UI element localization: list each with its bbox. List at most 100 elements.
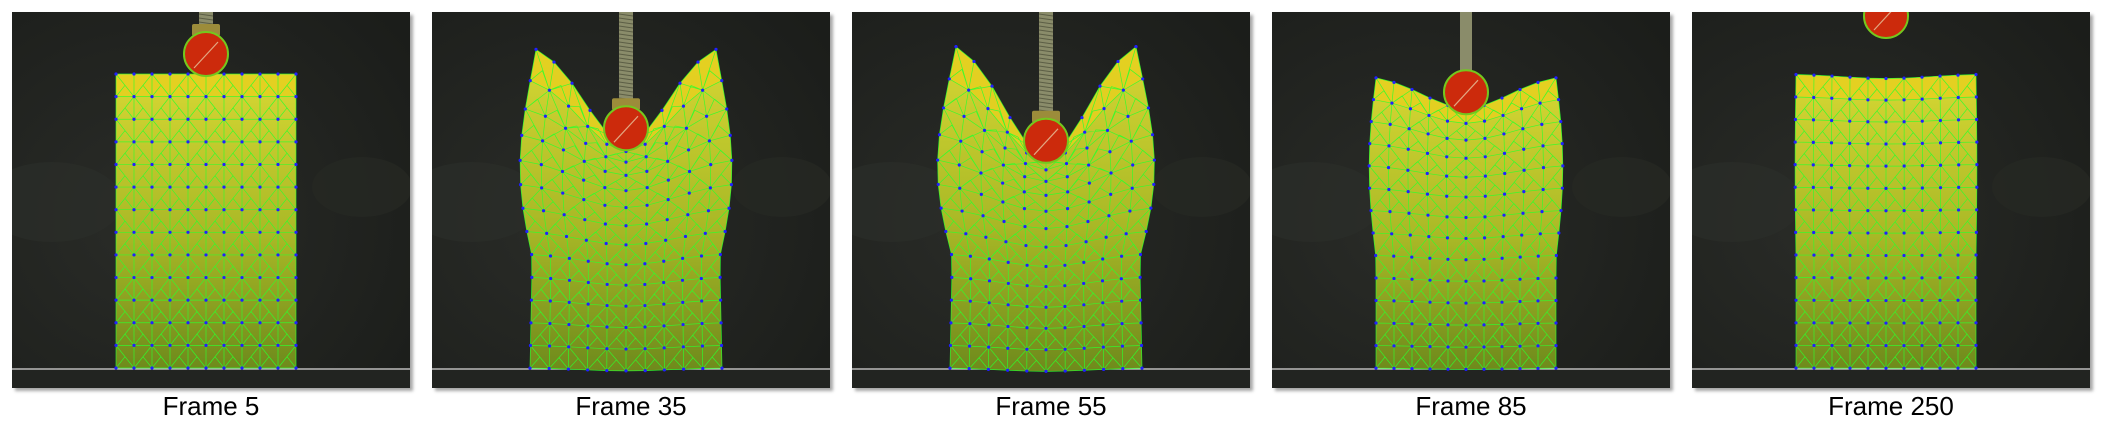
tracking-node [980, 150, 984, 154]
tracking-node [240, 298, 244, 302]
tracking-node [258, 275, 262, 280]
tracking-node [114, 208, 118, 212]
tracking-node [1829, 141, 1834, 145]
tracking-node [1445, 155, 1449, 159]
tracking-node [114, 298, 118, 302]
tracking-node [662, 124, 666, 128]
tracking-node [664, 141, 668, 145]
tracking-node [1793, 117, 1797, 122]
tracking-node [1126, 114, 1130, 119]
tracking-node [968, 322, 972, 326]
tracking-node [1005, 130, 1009, 134]
tracking-node [529, 298, 533, 302]
tracking-node [186, 185, 190, 189]
tracking-node [1975, 163, 1979, 167]
tracking-node [1082, 281, 1086, 286]
tracking-node [1793, 163, 1797, 167]
tracking-node [1425, 151, 1430, 155]
tracking-node [1938, 163, 1943, 167]
tracking-node [294, 185, 298, 189]
background-clutter [1692, 162, 1802, 242]
tracking-node [132, 230, 136, 234]
tracking-node [1374, 276, 1378, 280]
tracking-node [1044, 284, 1048, 289]
tracking-node [586, 280, 590, 285]
tracking-node [1369, 119, 1373, 124]
tracking-node [728, 133, 732, 137]
tracking-node [1445, 174, 1449, 178]
tracking-node [150, 275, 154, 280]
tracking-node [294, 72, 298, 76]
tracking-node [540, 186, 544, 190]
tracking-node [1100, 279, 1105, 283]
tracking-node [1119, 277, 1123, 281]
tracking-node [1866, 76, 1870, 80]
tracking-node [240, 208, 244, 212]
tracking-node [1920, 75, 1924, 79]
tracking-node [1938, 118, 1942, 123]
tracking-node [1974, 72, 1978, 77]
frame-scene [1272, 12, 1670, 388]
tracking-node [1866, 366, 1870, 370]
ball-highlight [193, 41, 219, 69]
tracking-node [294, 140, 298, 144]
tracking-node [276, 72, 280, 76]
tracking-node [1084, 240, 1088, 244]
tracking-node [541, 209, 546, 213]
tracking-node [1884, 76, 1888, 81]
tracking-node [1920, 321, 1924, 325]
tracking-node [1956, 73, 1960, 77]
tracking-node [1369, 208, 1373, 213]
tracking-node [1956, 366, 1960, 370]
tracking-node [1536, 321, 1540, 325]
tracking-node [1464, 215, 1468, 220]
tracking-node [987, 279, 992, 283]
tracking-node [1105, 128, 1110, 132]
ball-highlight [1033, 128, 1059, 156]
tracking-node [1522, 147, 1526, 151]
tracking-node [523, 107, 527, 111]
tracking-node [680, 278, 685, 282]
tracking-node [1956, 95, 1960, 100]
tracking-node [1536, 366, 1540, 370]
tracking-node [660, 108, 664, 112]
tracking-node [1392, 254, 1396, 258]
tracking-node [1139, 343, 1144, 348]
tracking-node [1482, 119, 1487, 123]
tracking-node [1410, 299, 1414, 304]
tracking-node [534, 47, 538, 51]
tracking-node [1866, 120, 1870, 124]
tracking-node [1063, 326, 1067, 330]
tracking-node [1407, 211, 1411, 215]
tracking-node [1025, 304, 1029, 309]
tracking-node [1866, 186, 1870, 190]
tracking-node [947, 77, 951, 81]
tracking-node [114, 162, 118, 167]
tracking-node [1920, 208, 1924, 213]
tracking-node [294, 230, 298, 234]
tracking-node [1902, 186, 1906, 190]
tracking-node [1129, 139, 1133, 143]
tracking-node [1848, 164, 1852, 168]
tracking-node [294, 275, 298, 280]
tracking-node [1116, 59, 1120, 64]
tracking-node [204, 321, 208, 325]
tracking-node [1134, 45, 1138, 49]
tracking-node [1866, 142, 1870, 146]
tracking-node [1902, 276, 1906, 280]
tracking-node [1044, 193, 1048, 197]
tracking-node [1140, 366, 1144, 370]
tracking-node [1428, 367, 1432, 371]
tracking-node [1938, 74, 1942, 78]
tracking-node [644, 241, 648, 246]
tracking-node [1902, 298, 1906, 303]
tracking-node [1083, 130, 1087, 134]
tracking-node [567, 278, 572, 282]
tracking-node [624, 325, 628, 330]
tracking-node [1120, 322, 1124, 326]
tracking-node [1428, 322, 1432, 326]
background-clutter [1152, 157, 1250, 217]
tracking-node [222, 208, 226, 212]
tracking-node [1500, 300, 1504, 304]
tracking-node [1502, 213, 1506, 217]
